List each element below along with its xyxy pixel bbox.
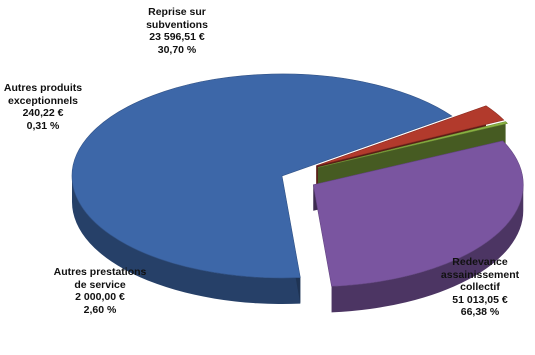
slice-label-redevance: Redevance assainissement collectif 51 01…	[440, 256, 520, 318]
slice-autres-prestations-de-service	[316, 105, 505, 167]
slice-autres-produits-exceptionnels	[317, 121, 508, 168]
slice-side-redevance-assainissement-collectif	[72, 176, 301, 304]
slice-label-autres-prestations: Autres prestations de service 2 000,00 €…	[53, 266, 147, 316]
slice-label-autres-produits: Autres produits exceptionnels 240,22 € 0…	[3, 82, 83, 132]
slice-side-reprise-sur-subventions-b	[331, 184, 524, 313]
slice-redevance-assainissement-collectif	[71, 73, 453, 279]
slice-reprise-sur-subventions	[312, 140, 524, 287]
slice-tops	[71, 73, 524, 287]
slice-label-reprise-subventions: Reprise sur subventions 23 596,51 € 30,7…	[146, 6, 208, 56]
